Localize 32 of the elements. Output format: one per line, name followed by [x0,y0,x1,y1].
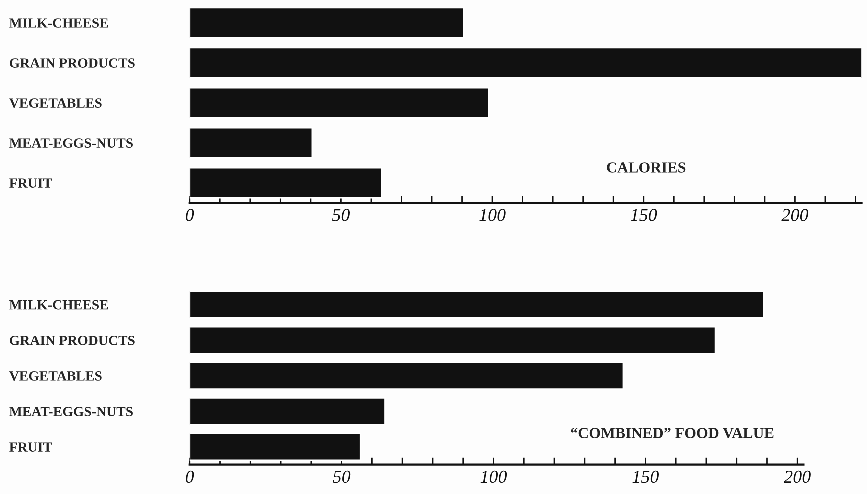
x-tick-label: 150 [630,209,658,222]
bar [190,47,862,79]
x-axis-title: “COMBINED” FOOD VALUE [571,428,774,439]
x-tick-label: 0 [186,209,194,222]
y-tick-label: VEGETABLES [9,98,102,108]
bar [190,326,716,354]
x-tick-label: 50 [332,209,350,222]
y-tick-label: GRAIN PRODUCTS [10,336,135,346]
x-tick-label: 0 [186,470,194,484]
y-tick-label: GRAIN PRODUCTS [10,58,135,68]
bar [190,290,765,319]
x-tick-label: 150 [632,470,660,484]
x-tick-label: 200 [782,209,809,222]
x-tick-label: 200 [784,470,811,484]
bar [190,87,490,119]
x-tick-label: 100 [480,470,508,484]
x-tick-label: 50 [333,470,351,484]
x-axis-title: CALORIES [607,162,686,173]
y-tick-label: FRUIT [10,178,52,188]
bar [190,362,624,390]
bar [190,397,386,426]
bar [190,433,362,462]
bar [190,167,382,199]
y-tick-label: MILK-CHEESE [10,18,108,28]
y-tick-label: FRUIT [10,442,52,452]
y-tick-label: MEAT-EGGS-NUTS [10,138,133,148]
y-tick-label: VEGETABLES [9,372,102,381]
y-tick-label: MILK-CHEESE [10,300,108,310]
bar [190,7,465,39]
bar [190,127,314,159]
y-tick-label: MEAT-EGGS-NUTS [10,407,133,416]
x-tick-label: 100 [480,209,506,222]
